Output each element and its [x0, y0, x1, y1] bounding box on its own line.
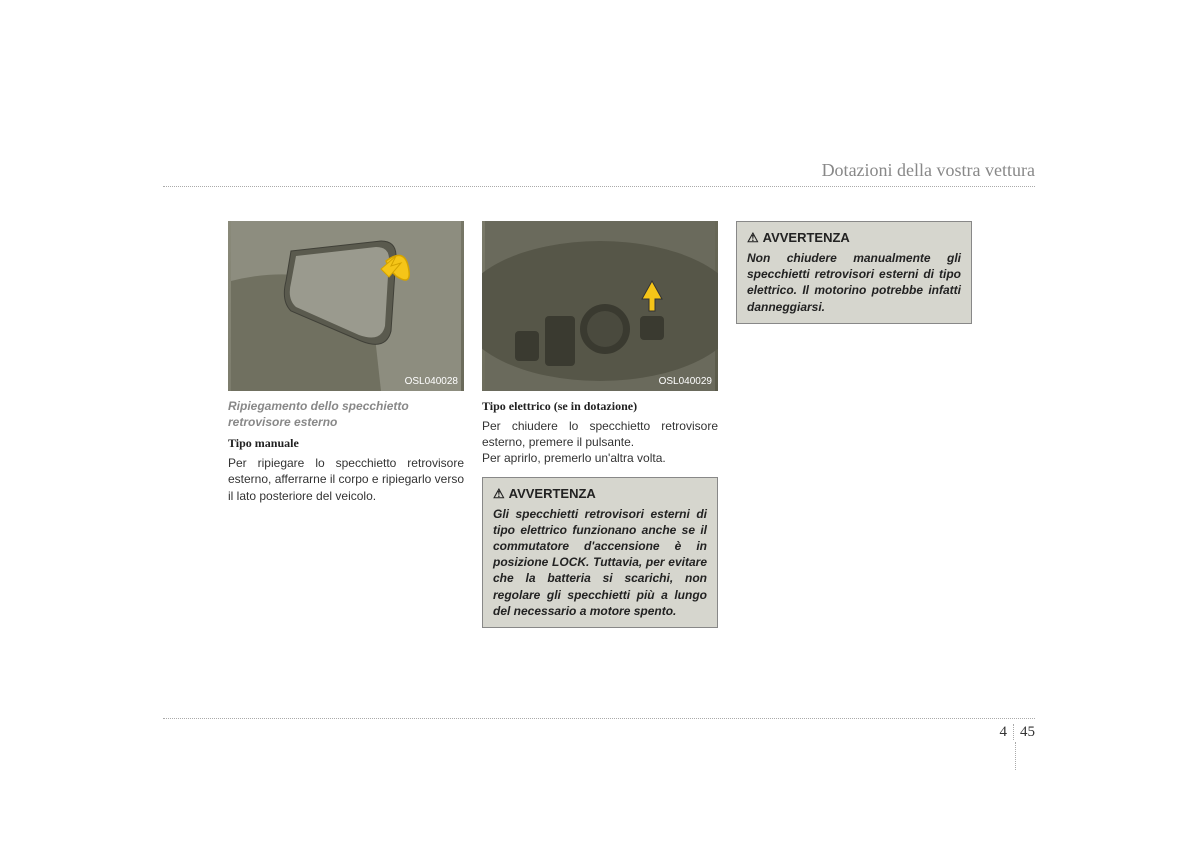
- column1-heading: Tipo manuale: [228, 436, 464, 451]
- page-number: 445: [1000, 724, 1036, 741]
- image-code-2: OSL040029: [659, 376, 712, 387]
- column2-heading: Tipo elettrico (se in dotazione): [482, 399, 718, 414]
- figure-mirror-button: OSL040029: [482, 221, 718, 391]
- column-3: ⚠ AVVERTENZA Non chiudere manualmente gli…: [736, 221, 972, 628]
- warning-icon: ⚠: [493, 486, 505, 502]
- warning2-title-text: AVVERTENZA: [763, 230, 850, 245]
- warning2-text: Non chiudere manualmente gli specchietti…: [747, 250, 961, 315]
- warning-box-2: ⚠ AVVERTENZA Non chiudere manualmente gli…: [736, 221, 972, 324]
- page-number-divider: [1015, 742, 1016, 770]
- warning-box-1: ⚠ AVVERTENZA Gli specchietti retrovisori …: [482, 477, 718, 628]
- content-columns: OSL040028 Ripiegamento dello specchietto…: [228, 221, 972, 628]
- figure-mirror-fold: OSL040028: [228, 221, 464, 391]
- mirror-illustration: [228, 221, 464, 391]
- column-1: OSL040028 Ripiegamento dello specchietto…: [228, 221, 464, 628]
- page-header-title: Dotazioni della vostra vettura: [822, 160, 1035, 181]
- header-rule: [163, 186, 1035, 187]
- footer-rule: [163, 718, 1035, 719]
- column2-body2: Per aprirlo, premerlo un'altra volta.: [482, 450, 718, 466]
- warning1-title: ⚠ AVVERTENZA: [493, 486, 707, 502]
- chapter-number: 4: [1000, 724, 1014, 740]
- warning1-text: Gli specchietti retrovisori esterni di t…: [493, 506, 707, 619]
- image-code-1: OSL040028: [405, 376, 458, 387]
- column-2: OSL040029 Tipo elettrico (se in dotazion…: [482, 221, 718, 628]
- column1-body: Per ripiegare lo specchietto retrovisore…: [228, 455, 464, 504]
- column2-body1: Per chiudere lo specchietto retrovisore …: [482, 418, 718, 450]
- column1-subheading: Ripiegamento dello specchietto retroviso…: [228, 399, 464, 430]
- page-num: 45: [1013, 724, 1035, 740]
- warning1-title-text: AVVERTENZA: [509, 486, 596, 501]
- warning-icon: ⚠: [747, 230, 759, 246]
- panel-illustration: [482, 221, 718, 391]
- warning2-title: ⚠ AVVERTENZA: [747, 230, 961, 246]
